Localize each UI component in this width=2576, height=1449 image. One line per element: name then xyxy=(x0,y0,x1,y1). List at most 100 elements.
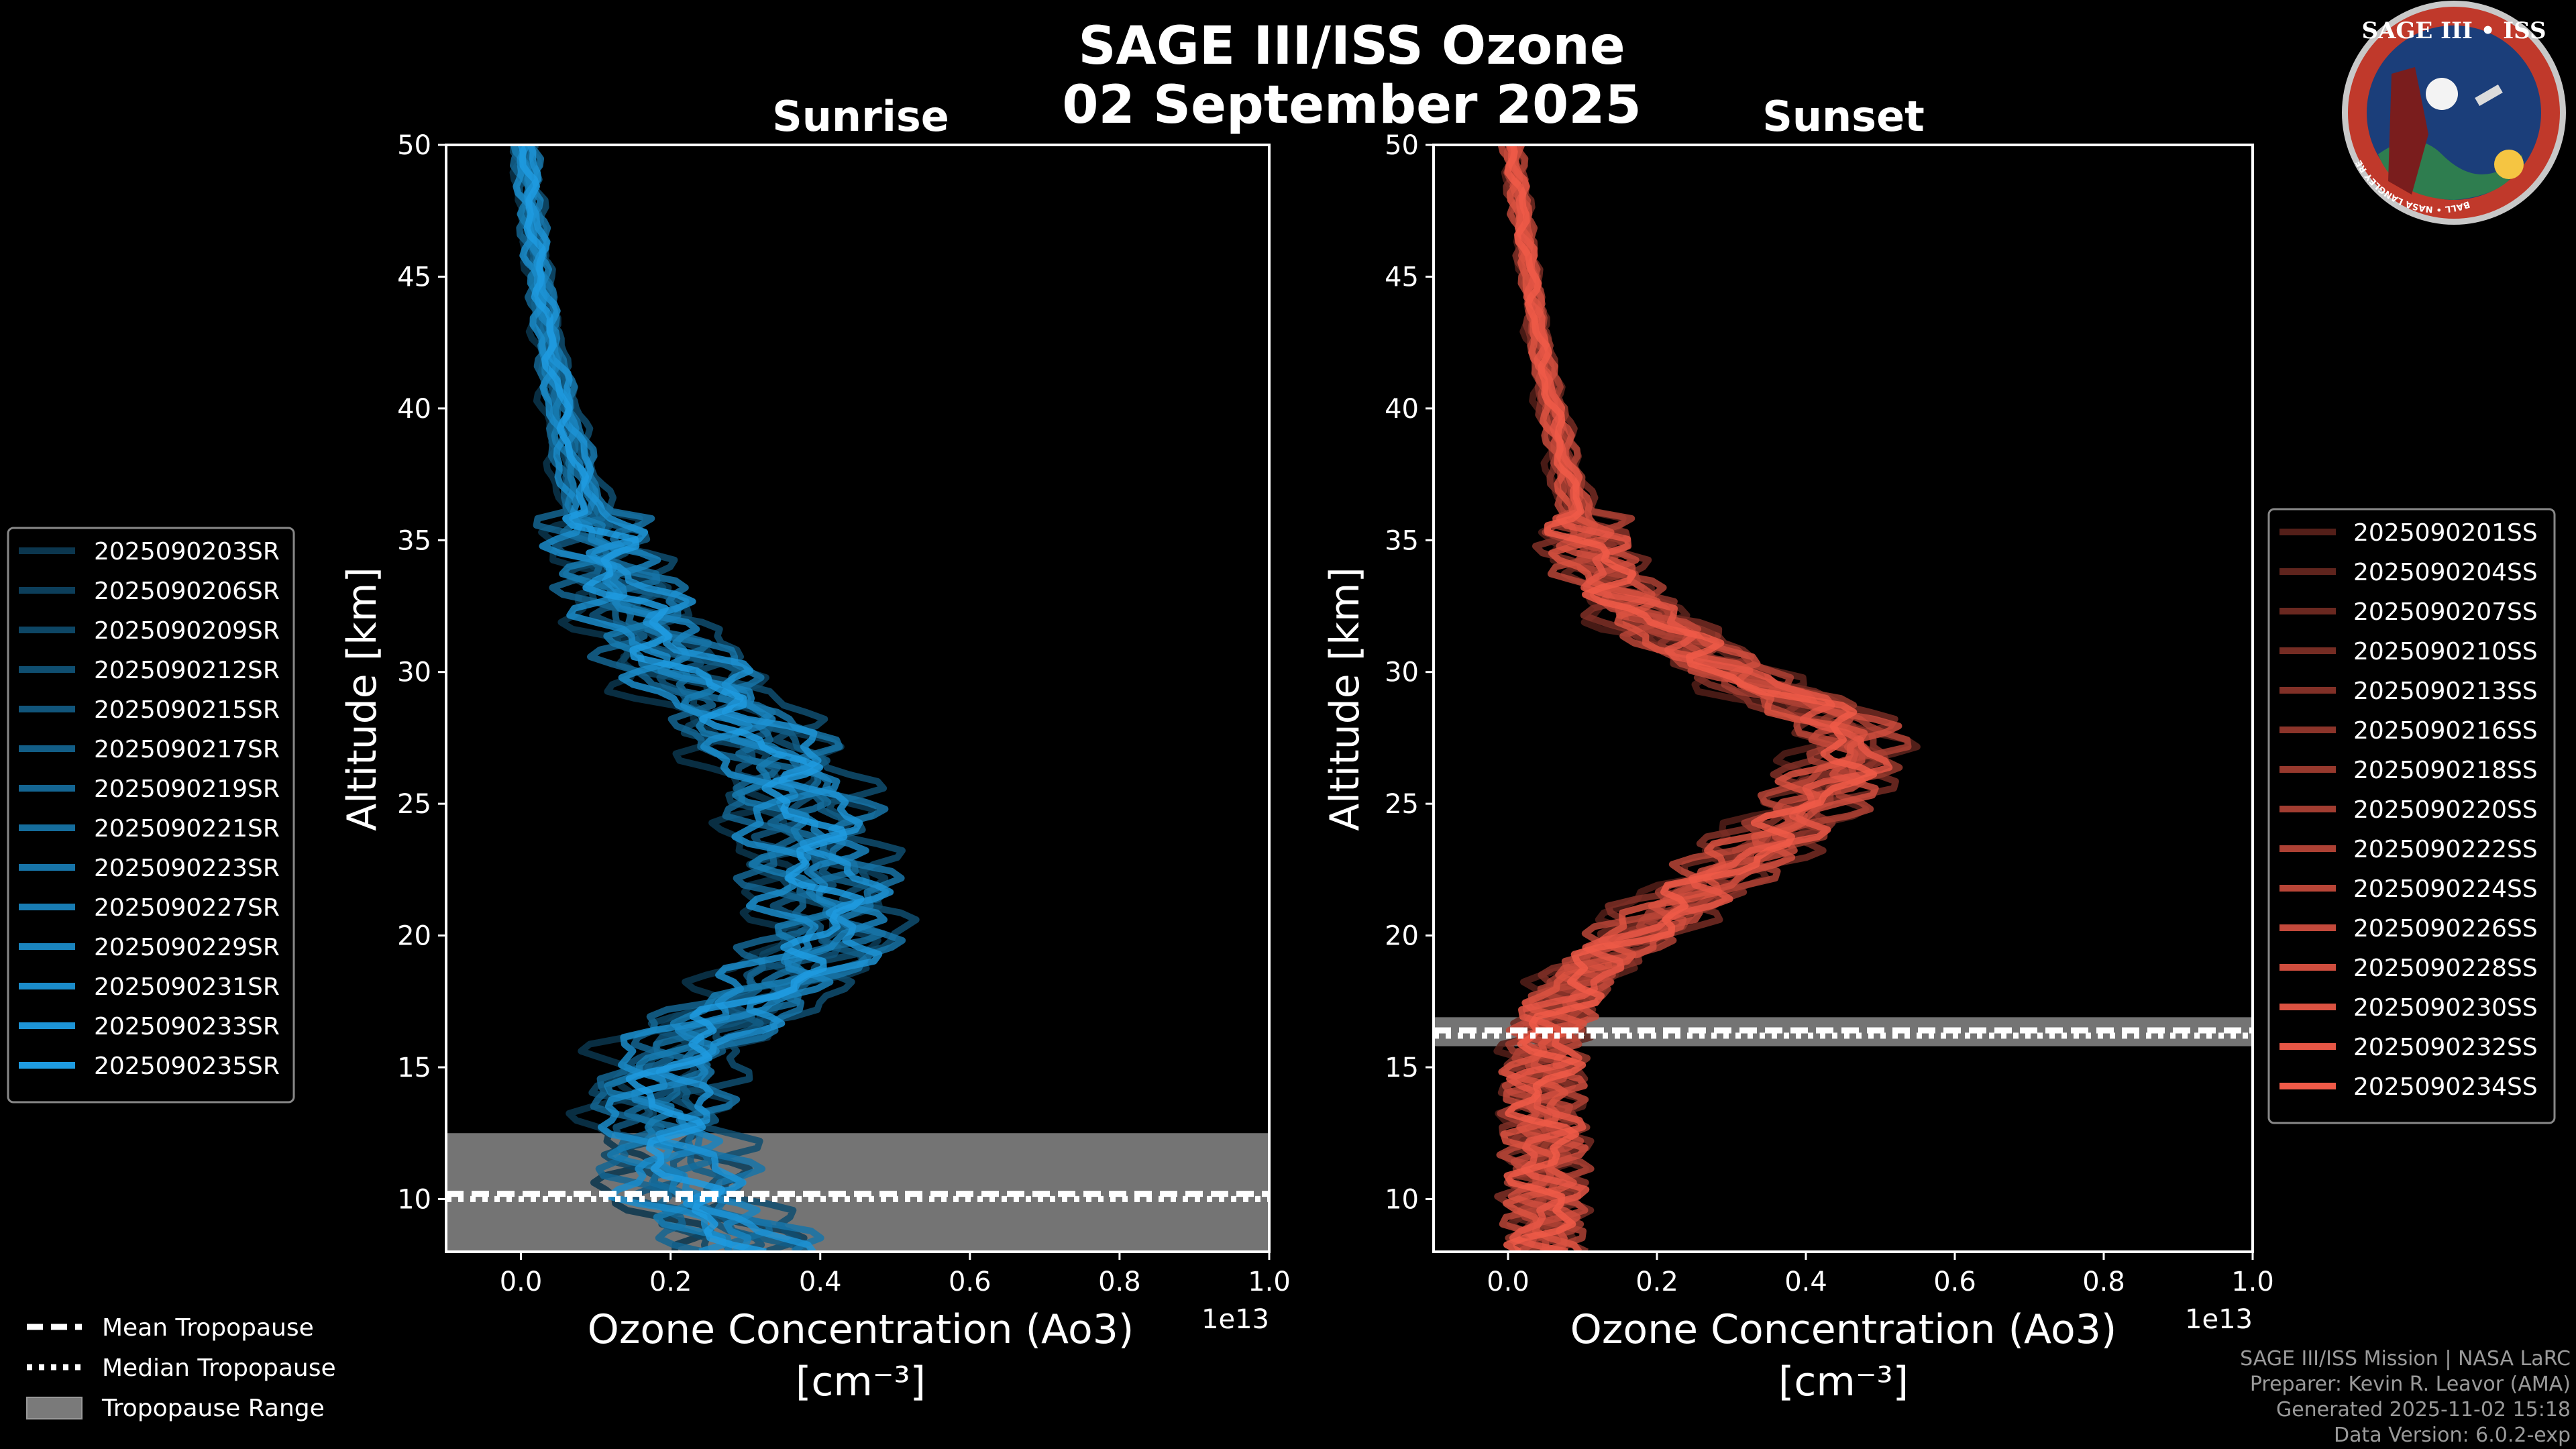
main-date: 02 September 2025 xyxy=(1062,75,1642,136)
sunrise-xtick-label: 0.6 xyxy=(949,1267,991,1297)
sunset-legend-label: 2025090220SS xyxy=(2353,796,2538,824)
sunset-profile-2025090234SS xyxy=(1503,145,1878,1252)
sunset-legend-label: 2025090222SS xyxy=(2353,836,2538,863)
sunrise-legend-label: 2025090227SR xyxy=(94,894,280,922)
sunrise-ytick-label: 30 xyxy=(397,657,431,688)
mean-tropopause-label: Mean Tropopause xyxy=(102,1314,314,1342)
sunset-ytick-label: 35 xyxy=(1385,525,1419,556)
sunset-xunit: [cm⁻³] xyxy=(1778,1358,1909,1405)
sunrise-legend-box xyxy=(7,527,295,1104)
footer-mission: SAGE III/ISS Mission | NASA LaRC xyxy=(2240,1347,2571,1371)
sunrise-legend-label: 2025090223SR xyxy=(94,855,280,882)
sunset-legend: 2025090201SS 2025090204SS 2025090207SS 2025… xyxy=(2267,508,2556,1124)
sunrise-legend: 2025090203SR 2025090206SR 2025090209SR 2025… xyxy=(7,527,295,1104)
sunset-ylabel: Altitude [km] xyxy=(1322,567,1368,831)
sunrise-profile-2025090231SR xyxy=(513,145,819,1252)
tropopause-range-swatch xyxy=(26,1397,83,1419)
sunrise-legend-label: 2025090209SR xyxy=(94,617,280,645)
sunset-ytick-label: 45 xyxy=(1385,262,1419,292)
sunset-ytick-label: 30 xyxy=(1385,657,1419,688)
main-title: SAGE III/ISS Ozone xyxy=(1078,16,1625,76)
sunset-legend-label: 2025090201SS xyxy=(2353,519,2538,547)
tropopause-legend: Mean Tropopause Median Tropopause Tropop… xyxy=(26,1314,336,1422)
sunrise-legend-label: 2025090206SR xyxy=(94,578,280,605)
sunset-legend-label: 2025090216SS xyxy=(2353,717,2538,745)
sunrise-xtick-label: 0.0 xyxy=(500,1267,543,1297)
sunset-legend-label: 2025090218SS xyxy=(2353,757,2538,784)
sunset-xtick-label: 0.0 xyxy=(1487,1267,1529,1297)
sunrise-legend-label: 2025090217SR xyxy=(94,736,280,763)
sunset-profile-2025090232SS xyxy=(1505,145,1893,1252)
tropopause-range-label: Tropopause Range xyxy=(101,1395,325,1422)
sunset-legend-label: 2025090234SS xyxy=(2353,1073,2538,1101)
sunset-ytick-label: 15 xyxy=(1385,1053,1419,1083)
sunrise-ytick-label: 25 xyxy=(397,789,431,820)
footer: SAGE III/ISS Mission | NASA LaRC Prepare… xyxy=(2240,1347,2571,1447)
logo-title: SAGE III • ISS xyxy=(2361,17,2546,44)
sunset-legend-label: 2025090230SS xyxy=(2353,994,2538,1022)
footer-generated: Generated 2025-11-02 15:18 xyxy=(2276,1398,2571,1421)
sunrise-ytick-label: 40 xyxy=(397,394,431,425)
sunrise-xtick-label: 0.8 xyxy=(1098,1267,1141,1297)
sunset-x-scale-label: 1e13 xyxy=(2185,1304,2253,1335)
sunset-legend-label: 2025090226SS xyxy=(2353,915,2538,943)
logo-moon xyxy=(2426,78,2458,110)
sunrise-x-scale-label: 1e13 xyxy=(1201,1304,1269,1335)
sunrise-legend-label: 2025090221SR xyxy=(94,815,280,843)
sunset-panel-title: Sunset xyxy=(1762,92,1925,141)
sunset-legend-label: 2025090232SS xyxy=(2353,1034,2538,1061)
sunset-legend-label: 2025090228SS xyxy=(2353,955,2538,982)
sunrise-clipped-group xyxy=(446,145,1269,1252)
sunrise-legend-label: 2025090215SR xyxy=(94,696,280,724)
sunset-legend-label: 2025090213SS xyxy=(2353,678,2538,705)
sunset-legend-label: 2025090224SS xyxy=(2353,875,2538,903)
sunset-legend-label: 2025090210SS xyxy=(2353,638,2538,665)
sunset-ytick-label: 40 xyxy=(1385,394,1419,425)
sunrise-profile-2025090235SR xyxy=(517,145,865,1252)
sunrise-panel: Sunrise 0.0 0.2 0.4 0.6 0.8 1.0 10 15 20 25 30 35 40… xyxy=(339,92,1291,1405)
sunset-ytick-label: 20 xyxy=(1385,921,1419,952)
sunrise-legend-label: 2025090231SR xyxy=(94,973,280,1001)
sunrise-legend-label: 2025090235SR xyxy=(94,1053,280,1080)
sunset-ytick-label: 10 xyxy=(1385,1184,1419,1215)
sunrise-xtick-label: 0.4 xyxy=(799,1267,842,1297)
logo-station xyxy=(2475,84,2503,107)
sunset-axes-frame xyxy=(1432,144,2254,1253)
sunrise-ytick-label: 35 xyxy=(397,525,431,556)
median-tropopause-label: Median Tropopause xyxy=(102,1354,336,1382)
sunset-plot-area: 0.0 0.2 0.4 0.6 0.8 1.0 10 15 20 25 30 35 40 45 50 xyxy=(1385,130,2274,1297)
sunrise-xtick-label: 1.0 xyxy=(1248,1267,1291,1297)
sunset-xtick-label: 1.0 xyxy=(2231,1267,2274,1297)
sunset-legend-label: 2025090207SS xyxy=(2353,598,2538,626)
sunset-xlabel: Ozone Concentration (Ao3) xyxy=(1570,1306,2117,1353)
sunset-panel: Sunset 0.0 0.2 0.4 0.6 0.8 1.0 10 15 20 25 30 35 40 4… xyxy=(1322,92,2274,1405)
sunrise-xlabel: Ozone Concentration (Ao3) xyxy=(588,1306,1134,1353)
sunrise-legend-label: 2025090219SR xyxy=(94,775,280,803)
sunrise-ylabel: Altitude [km] xyxy=(339,567,386,831)
footer-data-version: Data Version: 6.0.2-exp xyxy=(2334,1424,2571,1447)
sunset-legend-label: 2025090204SS xyxy=(2353,559,2538,586)
logo-figure xyxy=(2388,67,2428,195)
sunrise-xunit: [cm⁻³] xyxy=(796,1358,926,1405)
sunrise-panel-title: Sunrise xyxy=(772,92,949,141)
sunrise-ytick-label: 10 xyxy=(397,1184,431,1215)
sunset-ytick-label: 25 xyxy=(1385,789,1419,820)
sunset-xtick-label: 0.4 xyxy=(1784,1267,1827,1297)
sunrise-legend-label: 2025090203SR xyxy=(94,538,280,566)
sunrise-ytick-label: 20 xyxy=(397,921,431,952)
footer-preparer: Preparer: Kevin R. Leavor (AMA) xyxy=(2250,1373,2571,1396)
sunrise-legend-label: 2025090212SR xyxy=(94,657,280,684)
sunset-ytick-label: 50 xyxy=(1385,130,1419,161)
sunset-clipped-group xyxy=(1434,145,2253,1252)
sunset-xtick-label: 0.6 xyxy=(1933,1267,1976,1297)
sunrise-axes-frame xyxy=(445,144,1271,1253)
sunrise-ytick-label: 15 xyxy=(397,1053,431,1083)
sunrise-legend-label: 2025090233SR xyxy=(94,1013,280,1040)
sunrise-xtick-label: 0.2 xyxy=(649,1267,692,1297)
sunrise-legend-label: 2025090229SR xyxy=(94,934,280,961)
sunrise-ytick-label: 45 xyxy=(397,262,431,292)
sunrise-plot-area: 0.0 0.2 0.4 0.6 0.8 1.0 10 15 20 25 30 35 40 45 50 xyxy=(397,130,1291,1297)
sunset-legend-box xyxy=(2267,508,2556,1124)
